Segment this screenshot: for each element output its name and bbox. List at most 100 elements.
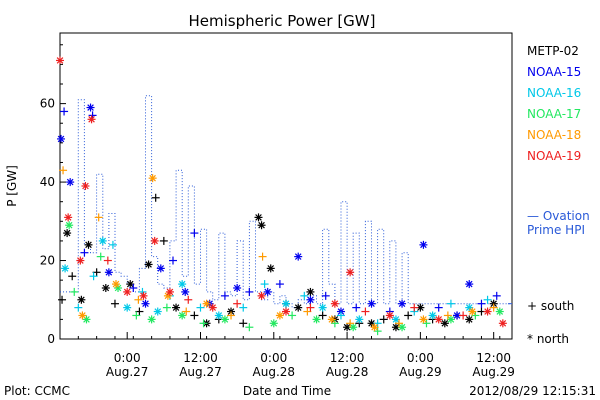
point-noaa-19-south bbox=[233, 299, 242, 308]
point-noaa-19-north bbox=[87, 115, 96, 124]
point-noaa-15-north bbox=[141, 299, 150, 308]
y-axis-label: P [GW] bbox=[5, 165, 19, 207]
point-noaa-18-south bbox=[346, 319, 355, 328]
point-noaa-15-north bbox=[419, 240, 428, 249]
y-tick-label: 40 bbox=[40, 175, 55, 189]
point-noaa-17-north bbox=[65, 221, 74, 230]
y-tick-label: 60 bbox=[40, 97, 55, 111]
point-noaa-16-north bbox=[318, 303, 327, 312]
point-metp-02-south bbox=[190, 311, 199, 320]
x-tick-time: 0:00 bbox=[407, 351, 434, 365]
x-tick-date: Aug.29 bbox=[472, 365, 515, 379]
point-noaa-15-south bbox=[129, 284, 138, 292]
footer-credit: Plot: CCMC bbox=[4, 384, 70, 398]
point-noaa-15-north bbox=[306, 295, 315, 304]
point-noaa-18-north bbox=[419, 315, 428, 324]
x-tick-date: Aug.28 bbox=[326, 365, 369, 379]
data-points-layer bbox=[56, 56, 507, 336]
point-noaa-18-north bbox=[202, 299, 211, 308]
legend-item-noaa-16: NOAA-16 bbox=[527, 86, 581, 100]
point-noaa-16-north bbox=[355, 315, 364, 324]
chart-title: Hemispheric Power [GW] bbox=[189, 12, 376, 30]
point-metp-02-north bbox=[465, 315, 474, 324]
point-noaa-19-north bbox=[498, 319, 507, 328]
point-metp-02-south bbox=[159, 236, 168, 245]
point-noaa-15-south bbox=[80, 248, 89, 257]
point-noaa-18-south bbox=[395, 319, 403, 328]
point-noaa-16-north bbox=[178, 280, 187, 289]
point-noaa-15-north bbox=[66, 178, 75, 187]
point-noaa-15-south bbox=[321, 291, 330, 300]
point-noaa-19-north bbox=[208, 303, 217, 312]
point-noaa-15-south bbox=[60, 107, 69, 116]
point-noaa-16-south bbox=[89, 272, 98, 281]
point-metp-02-south bbox=[239, 319, 248, 328]
point-noaa-15-north bbox=[86, 103, 95, 112]
point-noaa-19-north bbox=[257, 291, 266, 300]
point-noaa-19-north bbox=[282, 307, 290, 316]
point-metp-02-south bbox=[110, 299, 119, 308]
point-noaa-16-north bbox=[123, 303, 132, 312]
point-noaa-18-south bbox=[59, 166, 68, 175]
point-noaa-15-north bbox=[263, 287, 272, 296]
point-metp-02-south bbox=[379, 315, 388, 324]
point-metp-02-south bbox=[318, 311, 327, 320]
point-noaa-19-north bbox=[81, 182, 90, 190]
point-noaa-18-south bbox=[443, 311, 452, 320]
legend-item-metp-02: METP-02 bbox=[527, 44, 579, 58]
point-noaa-16-north bbox=[98, 236, 107, 245]
point-noaa-16-north bbox=[153, 307, 162, 316]
point-noaa-19-south bbox=[306, 303, 315, 312]
x-axis: 0:00Aug.2712:00Aug.270:00Aug.2812:00Aug.… bbox=[59, 332, 515, 379]
point-noaa-18-south bbox=[134, 295, 143, 304]
plot-frame bbox=[59, 32, 513, 340]
point-noaa-18-north bbox=[148, 174, 157, 183]
point-noaa-17-north bbox=[495, 307, 504, 316]
point-noaa-17-south bbox=[96, 252, 105, 261]
point-noaa-19-north bbox=[76, 256, 85, 265]
point-noaa-17-south bbox=[70, 287, 79, 296]
point-metp-02-south bbox=[151, 193, 160, 202]
point-noaa-16-south bbox=[260, 280, 269, 289]
legend: METP-02 NOAA-15 NOAA-16 NOAA-17 NOAA-18 NOAA-… bbox=[527, 44, 581, 163]
point-noaa-19-north bbox=[434, 315, 443, 324]
ovation-legend-line1: — Ovation bbox=[527, 209, 590, 223]
point-noaa-16-north bbox=[391, 315, 400, 324]
point-noaa-15-south bbox=[220, 291, 229, 300]
point-noaa-17-south bbox=[199, 319, 208, 328]
point-metp-02-north bbox=[306, 287, 315, 296]
point-noaa-17-north bbox=[220, 315, 229, 324]
x-axis-label: Date and Time bbox=[243, 384, 331, 398]
point-noaa-19-north bbox=[330, 299, 339, 308]
point-noaa-17-north bbox=[312, 315, 321, 324]
point-noaa-15-north bbox=[233, 284, 242, 292]
point-noaa-17-south bbox=[162, 303, 171, 312]
point-noaa-18-north bbox=[468, 307, 477, 316]
point-noaa-16-south bbox=[300, 291, 309, 300]
x-tick-date: Aug.29 bbox=[399, 365, 442, 379]
point-noaa-18-north bbox=[275, 311, 284, 320]
legend-item-noaa-19: NOAA-19 bbox=[527, 149, 581, 163]
point-noaa-16-north bbox=[214, 311, 223, 320]
marker-legend-north: * north bbox=[527, 332, 569, 346]
point-noaa-18-north bbox=[327, 315, 336, 324]
point-noaa-19-north bbox=[165, 287, 174, 296]
point-noaa-15-south bbox=[245, 287, 254, 296]
point-noaa-15-north bbox=[465, 280, 474, 289]
footer-timestamp: 2012/08/29 12:15:31 bbox=[469, 384, 596, 398]
point-noaa-16-south bbox=[446, 299, 455, 308]
point-noaa-17-north bbox=[269, 319, 278, 328]
point-noaa-19-north bbox=[64, 213, 73, 222]
y-axis: 0 20 40 60 bbox=[40, 44, 66, 346]
point-noaa-15-north bbox=[57, 134, 66, 143]
point-noaa-16-south bbox=[336, 311, 345, 320]
point-noaa-15-north bbox=[181, 287, 190, 296]
point-noaa-17-south bbox=[245, 323, 254, 332]
legend-item-noaa-17: NOAA-17 bbox=[527, 107, 581, 121]
x-tick-time: 0:00 bbox=[114, 351, 141, 365]
point-noaa-16-south bbox=[239, 303, 248, 312]
point-noaa-16-north bbox=[282, 299, 290, 308]
point-metp-02-south bbox=[404, 311, 413, 320]
ovation-hpi-line bbox=[60, 95, 512, 309]
